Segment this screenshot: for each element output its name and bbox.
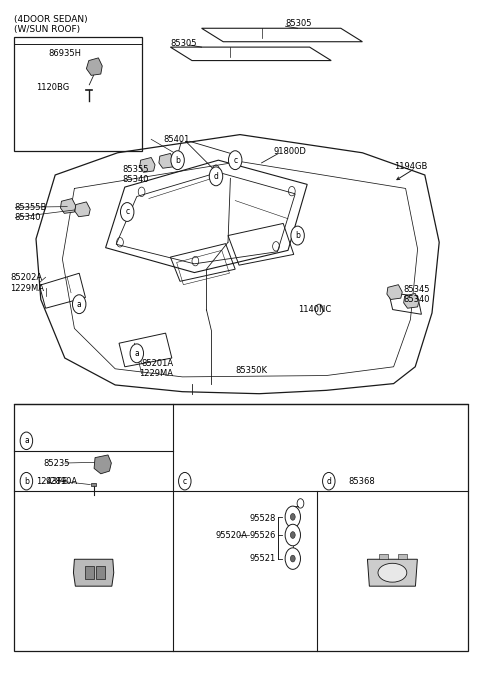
Polygon shape [159,153,174,168]
Circle shape [209,167,223,186]
Text: 85368: 85368 [348,476,375,486]
Text: 95521: 95521 [250,554,276,563]
Text: 85355: 85355 [122,165,149,174]
Text: 1194GB: 1194GB [394,162,427,171]
Polygon shape [75,202,90,217]
Text: 85340: 85340 [403,295,430,304]
Polygon shape [94,455,111,474]
Text: 85355B: 85355B [14,203,47,212]
Text: a: a [77,299,82,309]
Text: 1229MA: 1229MA [139,369,173,378]
Polygon shape [140,157,155,172]
Circle shape [290,513,295,520]
Polygon shape [387,285,402,299]
Ellipse shape [378,563,407,582]
Text: 86935H: 86935H [48,49,81,59]
Text: 1140NC: 1140NC [298,305,331,314]
Text: 95526: 95526 [250,530,276,540]
Text: 85305: 85305 [170,38,197,48]
Circle shape [285,524,300,546]
Text: 1243FE: 1243FE [36,476,67,486]
Circle shape [120,203,134,221]
Text: c: c [125,207,129,217]
Text: d: d [214,172,218,181]
Text: 85202A: 85202A [11,273,43,282]
Polygon shape [91,483,96,486]
Circle shape [228,151,242,170]
Bar [85,566,94,579]
Polygon shape [73,559,114,586]
Text: d: d [326,476,331,486]
Polygon shape [86,58,102,75]
Circle shape [130,344,144,363]
Bar [379,554,387,559]
Text: c: c [183,476,187,486]
Circle shape [20,432,33,450]
Text: 85340: 85340 [122,175,149,184]
Text: 91800D: 91800D [274,147,306,156]
Text: 85401: 85401 [163,135,190,144]
Circle shape [171,151,184,170]
Text: 85345: 85345 [403,285,430,294]
Circle shape [323,472,335,490]
Text: (4DOOR SEDAN)
(W/SUN ROOF): (4DOOR SEDAN) (W/SUN ROOF) [14,15,88,34]
Circle shape [285,548,300,569]
Circle shape [290,555,295,562]
Bar [398,554,407,559]
Text: 85340: 85340 [14,213,41,222]
Text: b: b [24,476,29,486]
Circle shape [291,226,304,245]
Text: a: a [134,349,139,358]
Text: 1229MA: 1229MA [11,283,45,293]
Text: 85350K: 85350K [235,365,267,375]
Text: 1120BG: 1120BG [36,83,69,92]
Text: 95520A: 95520A [216,530,248,540]
Text: 85201A: 85201A [142,359,174,368]
Text: 85305: 85305 [286,19,312,28]
Text: 95528: 95528 [250,513,276,523]
Text: a: a [24,436,29,446]
Polygon shape [368,559,418,586]
Text: b: b [295,231,300,240]
Bar [96,566,105,579]
Text: 85235: 85235 [43,458,70,468]
Polygon shape [60,199,76,213]
Circle shape [20,472,33,490]
Circle shape [285,506,300,528]
Text: c: c [233,155,237,165]
Text: 92890A: 92890A [46,476,78,486]
Text: b: b [175,155,180,165]
Circle shape [72,295,86,314]
Circle shape [290,532,295,538]
Circle shape [179,472,191,490]
Polygon shape [404,293,419,308]
